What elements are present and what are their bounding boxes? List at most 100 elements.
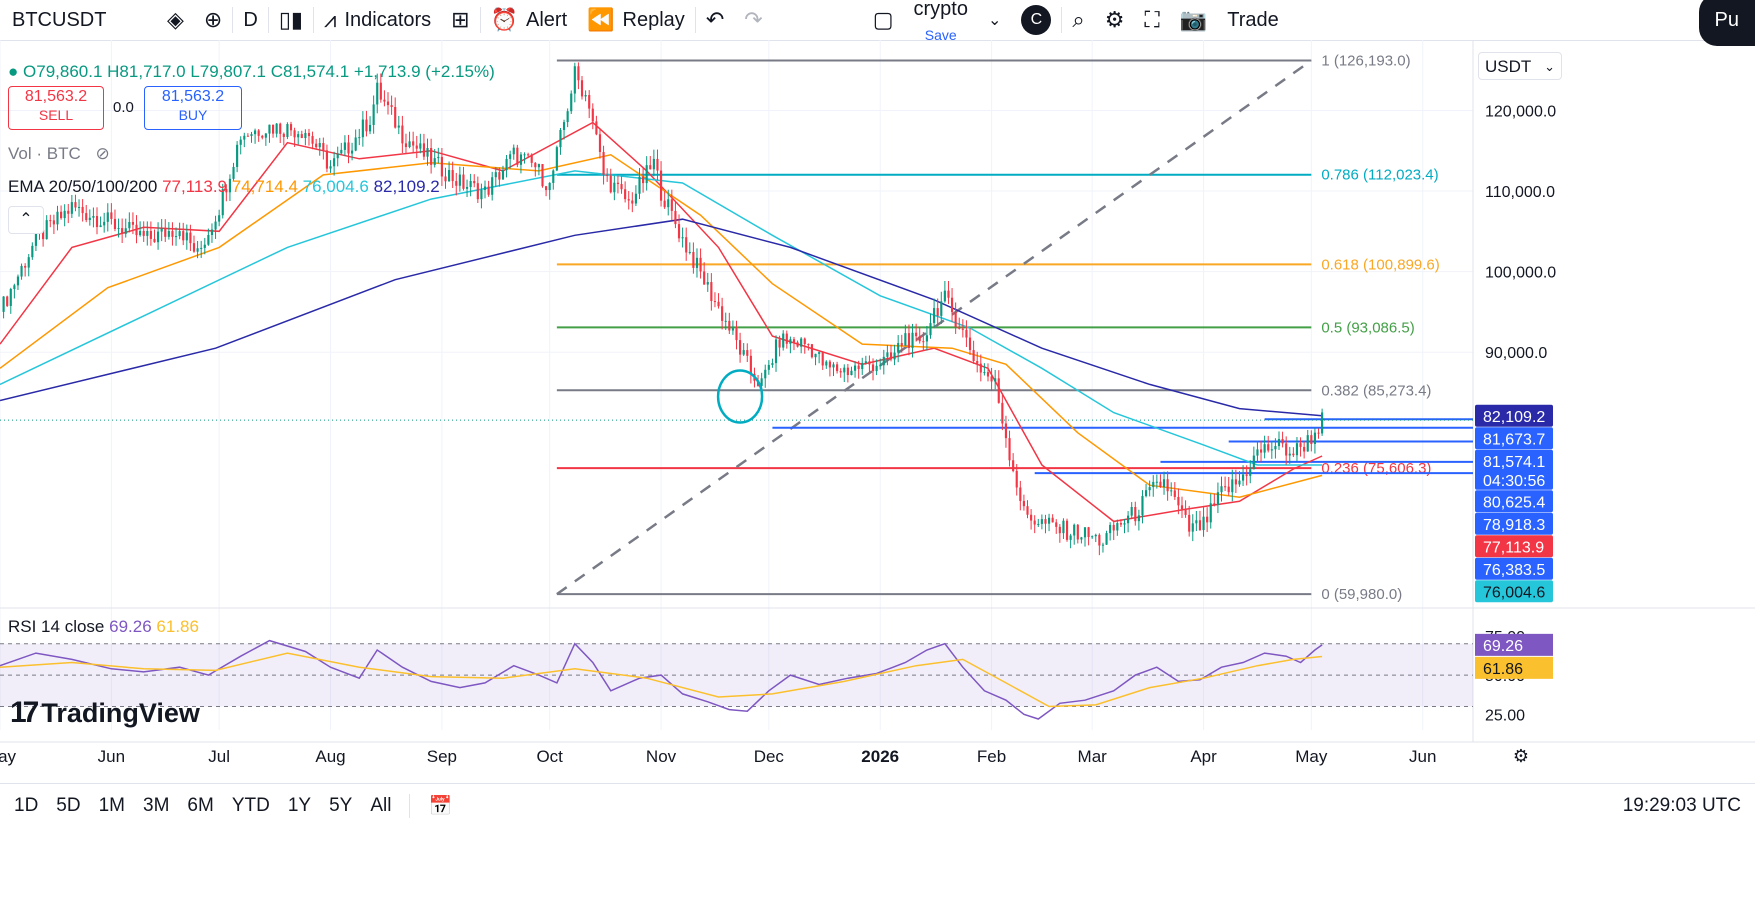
candle-body [254, 130, 257, 135]
trade-button[interactable]: Trade [1217, 0, 1289, 40]
candle-body [663, 200, 666, 208]
candle-body [1195, 520, 1198, 524]
symbol-label: BTCUSDT [12, 8, 107, 31]
settings-button[interactable]: ⚙ [1095, 0, 1135, 40]
volume-legend[interactable]: Vol · BTC ⊘ [8, 144, 110, 164]
range-button-ytd[interactable]: YTD [231, 794, 270, 816]
ema50-line [0, 153, 1323, 498]
candle-body [1141, 496, 1144, 516]
rsi-legend[interactable]: RSI 14 close 69.26 61.86 [8, 617, 199, 637]
range-button-3m[interactable]: 3M [143, 794, 170, 816]
price-label: 81,673.7 [1483, 431, 1545, 448]
candle-body [868, 361, 871, 365]
eye-off-icon[interactable]: ⊘ [95, 144, 110, 163]
undo-button[interactable]: ↶ [696, 0, 734, 40]
add-symbol-button[interactable]: ◈ [157, 0, 194, 40]
candle-body [552, 170, 555, 183]
candle-body [947, 290, 950, 298]
range-button-1y[interactable]: 1Y [287, 794, 312, 816]
candle-body [620, 184, 623, 190]
time-axis-label: Sep [427, 747, 457, 766]
candle-body [149, 230, 152, 239]
layout-button[interactable]: ▢ [863, 0, 904, 40]
candle-body [631, 200, 634, 204]
candle-body [343, 142, 346, 150]
sell-button[interactable]: 81,563.2 SELL [8, 86, 104, 130]
candle-body [656, 158, 659, 171]
collapse-legend-button[interactable]: ⌃ [8, 206, 44, 234]
candle-body [268, 124, 271, 134]
fullscreen-button[interactable]: ⛶ [1134, 0, 1169, 40]
currency-select[interactable]: USDT ⌄ [1478, 52, 1562, 80]
candle-body [437, 156, 440, 159]
range-button-1d[interactable]: 1D [14, 794, 39, 816]
price-label-box [1475, 512, 1553, 535]
layout-menu-button[interactable]: ⌄ [978, 0, 1011, 40]
candle-body [1123, 523, 1126, 525]
candle-body [1310, 435, 1313, 444]
candle-body [792, 339, 796, 343]
range-button-all[interactable]: All [370, 794, 392, 816]
ema20-value: 77,113.9 [162, 177, 227, 196]
buy-button[interactable]: 81,563.2 BUY [144, 86, 242, 130]
candle-body [548, 182, 551, 191]
range-button-5d[interactable]: 5D [56, 794, 81, 816]
range-button-6m[interactable]: 6M [187, 794, 214, 816]
publish-button[interactable]: Pu [1698, 0, 1755, 46]
quick-search-button[interactable]: ⌕ [1062, 0, 1094, 40]
candle-body [469, 181, 472, 188]
candle-body [297, 134, 300, 138]
candle-body [178, 231, 181, 237]
candle-body [839, 371, 842, 373]
candle-body [1008, 438, 1011, 461]
indicators-button[interactable]: ⩘ Indicators [314, 0, 441, 40]
range-button-1m[interactable]: 1M [98, 794, 125, 816]
candle-body [983, 372, 986, 374]
candle-body [476, 183, 479, 200]
ema-legend[interactable]: EMA 20/50/100/200 77,113.9 74,714.4 76,0… [8, 177, 440, 197]
templates-button[interactable]: ⊞ [441, 0, 479, 40]
chart-type-button[interactable]: ▯▮ [269, 0, 313, 40]
candle-body [850, 370, 853, 376]
interval-button[interactable]: D [233, 0, 267, 40]
sell-label: SELL [38, 107, 74, 123]
candle-body [555, 147, 558, 171]
rsi-ma-legend-value: 61.86 [156, 617, 199, 636]
utc-clock[interactable]: 19:29:03 UTC [1622, 794, 1741, 816]
alert-label: Alert [526, 8, 568, 31]
range-button-5y[interactable]: 5Y [329, 794, 353, 816]
time-axis-label: 2026 [861, 747, 899, 766]
volume-label: Vol · BTC [8, 144, 81, 163]
price-label-box [1475, 449, 1553, 490]
ohlc-legend: ● O79,860.1 H81,717.0 L79,807.1 C81,574.… [8, 62, 495, 82]
replay-button[interactable]: ⏪ Replay [577, 0, 695, 40]
redo-button[interactable]: ↷ [734, 0, 772, 40]
candle-body [372, 104, 375, 125]
candle-body [904, 333, 907, 346]
save-layout-button[interactable]: crypto Save [903, 0, 977, 43]
candle-body [893, 352, 896, 360]
candle-body [88, 217, 91, 221]
price-axis-tick: 100,000.0 [1485, 265, 1556, 282]
calendar-icon[interactable]: 📅 [428, 795, 453, 817]
price-chart[interactable]: 1 (126,193.0) 0.786 (112,023.4) 0.618 (100… [0, 40, 1755, 783]
candle-body [742, 350, 745, 355]
candle-body [879, 365, 882, 367]
trade-label: Trade [1227, 8, 1279, 31]
candle-body [954, 312, 957, 328]
diamond-icon: ◈ [167, 7, 184, 32]
avatar-button[interactable]: C [1011, 0, 1061, 40]
candle-body [703, 271, 706, 285]
candle-body [810, 344, 814, 358]
symbol-search-button[interactable]: BTCUSDT [0, 0, 157, 40]
candle-body [1130, 507, 1133, 516]
alert-button[interactable]: ⏰ Alert [481, 0, 578, 40]
compare-button[interactable]: ⊕ [194, 0, 232, 40]
snapshot-button[interactable]: 📷 [1170, 0, 1217, 40]
candle-body [566, 111, 569, 123]
price-label-box [1475, 557, 1553, 580]
candle-body [401, 125, 404, 144]
candle-body [1062, 520, 1065, 534]
candle-body [882, 356, 885, 366]
candle-body [994, 378, 997, 382]
